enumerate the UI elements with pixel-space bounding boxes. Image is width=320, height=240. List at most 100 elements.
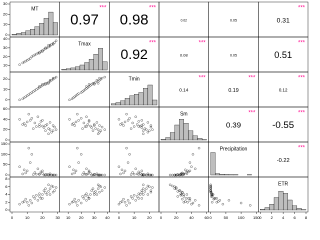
scatter-point xyxy=(142,187,145,190)
panel-frame xyxy=(109,106,160,143)
correlation-value: 0.05 xyxy=(230,53,237,57)
scatter-point xyxy=(128,201,131,205)
scatter-point xyxy=(98,190,101,194)
significance-stars: *** xyxy=(149,41,157,47)
histogram-bar xyxy=(124,98,130,106)
x-tick-label: 50 xyxy=(224,215,229,220)
y-tick-label: 8 xyxy=(5,176,8,181)
correlation-value: 0.98 xyxy=(120,12,149,28)
scatter-point xyxy=(32,127,35,130)
scatter-point xyxy=(18,165,21,168)
scatter-point xyxy=(36,167,40,171)
histogram-bar xyxy=(224,174,230,176)
histogram-bar xyxy=(30,29,35,36)
scatter-point xyxy=(249,204,252,207)
significance-stars: *** xyxy=(298,76,306,82)
scatter-point xyxy=(29,161,32,164)
histogram-bar xyxy=(84,62,90,71)
scatter-point xyxy=(209,183,212,187)
histogram-bar xyxy=(260,209,266,211)
scatter-point xyxy=(96,187,100,190)
scatter-point xyxy=(45,123,49,126)
scatter-point xyxy=(87,170,91,174)
scatter-point xyxy=(197,146,201,150)
correlation-value: -0.22 xyxy=(277,158,290,164)
scatter-point xyxy=(126,161,130,164)
scatter-point xyxy=(218,199,222,202)
y-tick-label: 2 xyxy=(5,199,8,204)
correlation-value: 0.02 xyxy=(181,18,187,22)
x-tick-label: 30 xyxy=(92,215,97,220)
scatter-point xyxy=(146,121,150,124)
scatter-point xyxy=(140,197,143,200)
scatter-point xyxy=(145,173,148,177)
histogram-bar xyxy=(52,22,58,36)
scatter-point xyxy=(73,95,76,98)
scatter-point xyxy=(137,170,140,174)
scatter-point xyxy=(212,197,215,201)
scatter-point xyxy=(83,125,87,128)
x-tick-label: 30 xyxy=(55,215,60,220)
panel-frame xyxy=(9,176,60,213)
scatter-point xyxy=(179,192,182,195)
scatter-point xyxy=(85,125,88,128)
scatter-point xyxy=(93,82,96,85)
scatter-point xyxy=(91,129,95,132)
scatter-point xyxy=(184,171,188,174)
histogram-bar xyxy=(152,99,158,106)
scatter-point xyxy=(50,184,53,188)
scatter-point xyxy=(185,172,189,175)
scatter-point xyxy=(149,189,153,192)
histogram-bar xyxy=(11,34,17,36)
scatter-point xyxy=(26,169,29,173)
scatter-point xyxy=(186,201,189,204)
scatter-point xyxy=(26,201,29,204)
scatter-point xyxy=(123,120,127,124)
scatter-point xyxy=(42,189,46,192)
scatter-point xyxy=(82,121,86,125)
scatter-point xyxy=(140,191,143,194)
scatter-point xyxy=(89,124,92,128)
panel-frame xyxy=(9,141,60,178)
y-tick-label: 20 xyxy=(3,127,8,132)
scatter-point xyxy=(129,127,133,130)
histogram-bar xyxy=(48,11,54,36)
scatter-point xyxy=(137,120,140,123)
correlation-value: -0.55 xyxy=(272,120,294,131)
correlation-value: 0.31 xyxy=(277,17,290,24)
scatter-point xyxy=(142,193,145,196)
scatter-point xyxy=(87,119,91,122)
scatter-point xyxy=(35,172,38,176)
scatter-point xyxy=(91,173,95,177)
scatter-point xyxy=(47,82,50,85)
scatter-point xyxy=(77,199,80,202)
scatter-point xyxy=(140,189,143,192)
scatter-point xyxy=(98,173,101,177)
y-tick-label: 100 xyxy=(1,151,8,156)
scatter-point xyxy=(100,189,104,192)
scatter-point xyxy=(53,125,56,129)
scatter-point xyxy=(41,193,44,196)
scatter-point xyxy=(81,195,84,198)
scatter-point xyxy=(99,173,103,177)
chart: 0010102020303010102020303040400010102020… xyxy=(1,1,309,220)
scatter-point xyxy=(29,199,32,202)
histogram-bar xyxy=(283,193,288,211)
scatter-point xyxy=(35,194,38,197)
scatter-point xyxy=(18,63,21,66)
x-tick-label: 2 xyxy=(271,215,274,220)
scatter-point xyxy=(187,197,190,200)
scatter-point xyxy=(33,171,37,174)
scatter-point xyxy=(171,173,174,177)
histogram-bar xyxy=(111,103,117,106)
scatter-point xyxy=(70,172,74,176)
scatter-point xyxy=(128,117,131,120)
histogram-bar xyxy=(34,26,40,36)
scatter-point xyxy=(76,112,79,116)
histogram-bar xyxy=(169,132,175,141)
scatter-point xyxy=(96,132,100,136)
scatter-point xyxy=(30,201,33,205)
scatter-point xyxy=(53,189,56,192)
histogram-bar xyxy=(197,138,203,141)
scatter-point xyxy=(123,169,127,173)
